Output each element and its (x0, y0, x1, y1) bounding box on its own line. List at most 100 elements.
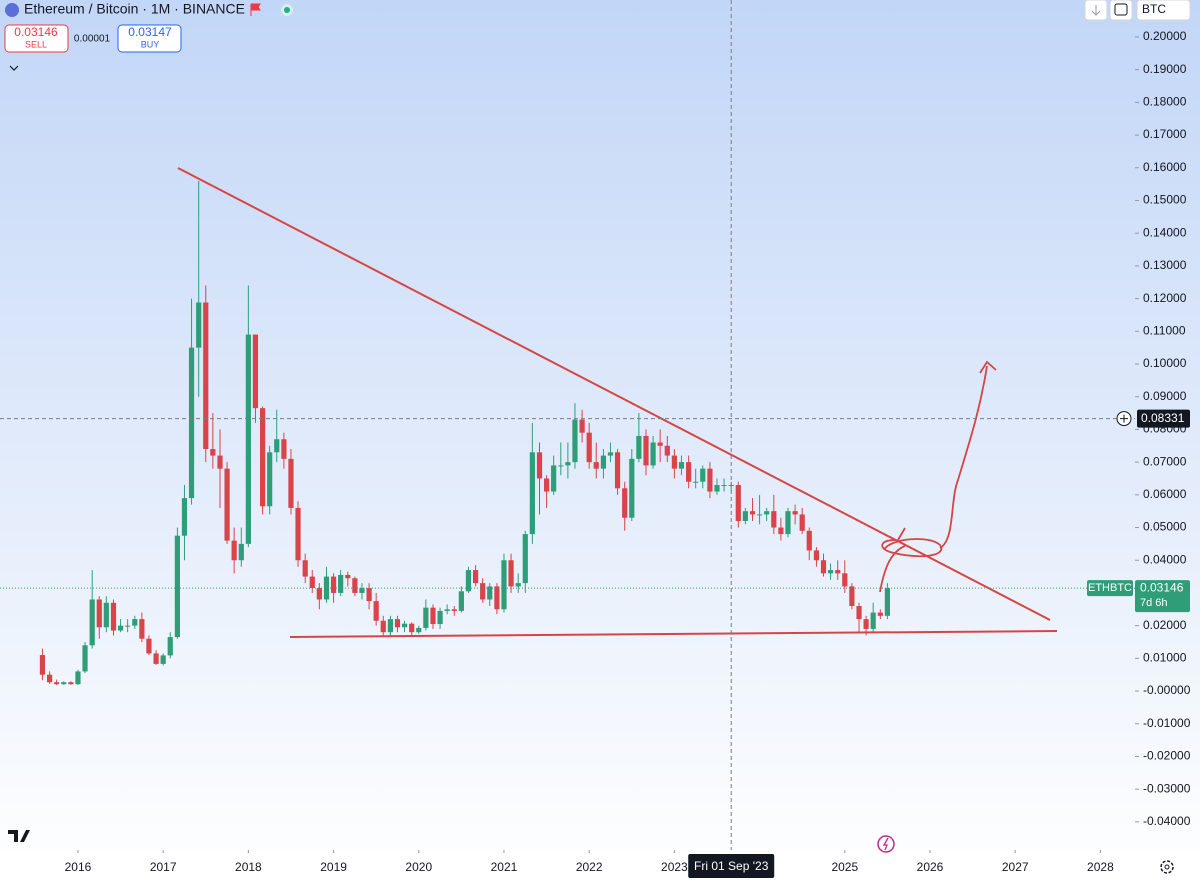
y-tick-label: -0.01000 (1143, 716, 1191, 730)
time-axis-bg (0, 850, 1200, 883)
plot-area (39, 180, 890, 686)
candle-body (700, 468, 706, 482)
x-tick-label: 2019 (320, 860, 347, 874)
y-tick-label: 0.14000 (1143, 225, 1187, 239)
candle-body (664, 445, 670, 456)
candle-body (877, 612, 883, 616)
candle-body (181, 498, 188, 536)
candle-body (416, 627, 422, 633)
x-tick-label: 2025 (831, 860, 858, 874)
candle-body (593, 462, 599, 469)
candle-body (756, 514, 763, 516)
x-tick-label: 2028 (1087, 860, 1114, 874)
candle-body (693, 481, 699, 483)
y-tick-label: 0.13000 (1143, 258, 1187, 272)
candle-body (650, 442, 656, 466)
candle-body (515, 583, 521, 587)
candle-body (82, 645, 88, 672)
candle-body (188, 347, 195, 499)
y-tick-label: 0.02000 (1143, 618, 1187, 632)
down-icon (1091, 5, 1101, 16)
trendline (177, 167, 1051, 621)
candle-body (203, 302, 209, 450)
lightning-icon[interactable] (877, 835, 895, 853)
y-tick-label: 0.09000 (1143, 389, 1187, 403)
candle-body (536, 452, 543, 479)
candle-body (89, 599, 95, 646)
candle-body (231, 540, 237, 561)
trendline (289, 630, 1058, 638)
candle-body (636, 435, 642, 459)
candle-body (749, 511, 756, 515)
candle-body (196, 302, 202, 348)
candle-body (558, 465, 564, 467)
candle-body (316, 588, 322, 600)
candle-body (480, 583, 486, 600)
candle-body (614, 452, 621, 489)
candle-body (707, 468, 713, 492)
currency-button[interactable] (1136, 0, 1191, 21)
sell-button[interactable] (4, 24, 69, 53)
y-tick-label: 0.05000 (1143, 520, 1187, 534)
candle-body (366, 588, 372, 602)
candle-body (96, 599, 102, 628)
candle-body (813, 550, 820, 561)
candle-body (764, 511, 770, 515)
settings-icon[interactable] (1160, 860, 1174, 874)
y-tick-label: 0.10000 (1143, 356, 1187, 370)
x-tick-label: 2023 (661, 860, 688, 874)
candle-body (68, 682, 74, 685)
y-tick-label: -0.04000 (1143, 814, 1191, 828)
candle-body (735, 485, 741, 521)
candle-body (323, 576, 330, 600)
y-tick-label: 0.17000 (1143, 127, 1187, 141)
candle-body (451, 609, 457, 611)
camera-icon (1114, 3, 1128, 16)
x-tick-label: 2018 (235, 860, 262, 874)
candle-body (125, 625, 131, 627)
crosshair-y-bg (1137, 409, 1190, 428)
candle-body (103, 602, 109, 628)
candle-body (245, 334, 251, 544)
symbol-label-bg (1087, 580, 1133, 597)
candle-body (46, 674, 53, 683)
candle-body (359, 588, 365, 593)
candle-body (338, 574, 344, 593)
candle-body (110, 602, 117, 631)
candle-body (153, 653, 159, 664)
symbol-title[interactable]: Ethereum / Bitcoin · 1M · BINANCE (24, 1, 245, 17)
sell-price: 0.03146 (14, 25, 58, 39)
candle-body (870, 612, 876, 629)
candle-body (657, 442, 663, 446)
candle-body (771, 511, 777, 528)
candle-body (352, 578, 358, 593)
x-tick-label: 2020 (405, 860, 432, 874)
candle-body (522, 534, 528, 584)
candle-body (160, 655, 166, 664)
candle-body (835, 570, 841, 574)
candle-body (508, 560, 514, 587)
candle-body (274, 439, 280, 453)
tv-logo[interactable] (8, 830, 30, 842)
candle-body (686, 462, 692, 482)
candle-body (778, 527, 784, 535)
y-tick-label: -0.00000 (1143, 683, 1191, 697)
candle-body (572, 419, 578, 463)
candle-body (579, 419, 585, 433)
y-tick-label: -0.03000 (1143, 781, 1191, 795)
y-tick-label: 0.18000 (1143, 95, 1187, 109)
screenshot-button[interactable] (1109, 0, 1133, 21)
x-tick-label: 2017 (150, 860, 177, 874)
candle-body (742, 511, 748, 521)
candle-body (671, 455, 677, 469)
y-tick-label: 0.19000 (1143, 62, 1187, 76)
candle-body (139, 619, 145, 639)
buy-button[interactable] (117, 24, 182, 53)
buy-price: 0.03147 (128, 25, 172, 39)
collapse-icon[interactable] (9, 65, 19, 71)
x-tick-label: 2022 (576, 860, 603, 874)
crosshair-x-label: Fri 01 Sep '23 (694, 859, 769, 873)
flag-icon[interactable] (250, 3, 261, 16)
candle-body (345, 574, 351, 579)
candle-body (380, 620, 386, 633)
